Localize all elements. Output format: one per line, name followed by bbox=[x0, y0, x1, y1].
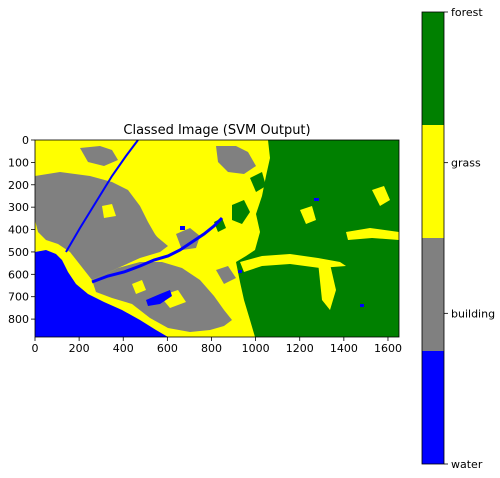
y-tick-label: 600 bbox=[8, 268, 29, 281]
colorbar: forest grass building water bbox=[421, 6, 495, 471]
y-tick-label: 200 bbox=[8, 179, 29, 192]
colorbar-tick-label: building bbox=[451, 307, 495, 320]
map-region-water bbox=[35, 250, 168, 337]
map-region-grass bbox=[318, 262, 336, 310]
colorbar-segment-building bbox=[422, 238, 444, 351]
map-region-building bbox=[80, 146, 118, 166]
map-region-water bbox=[314, 198, 319, 201]
map-region-water bbox=[360, 304, 364, 307]
map-region-building bbox=[176, 228, 200, 250]
plot-frame bbox=[34, 139, 400, 338]
y-tick-label: 400 bbox=[8, 224, 29, 237]
y-tick-label: 100 bbox=[8, 156, 29, 169]
y-tick-label: 500 bbox=[8, 246, 29, 259]
map-region-forest bbox=[232, 200, 250, 224]
map-region-water bbox=[238, 270, 242, 273]
map-region-forest bbox=[236, 140, 399, 337]
map-region-water bbox=[180, 226, 185, 230]
x-tick-label: 600 bbox=[157, 342, 178, 355]
y-tick-label: 0 bbox=[22, 134, 29, 147]
chart-title: Classed Image (SVM Output) bbox=[123, 123, 310, 138]
map-region-building bbox=[56, 198, 76, 214]
classified-map-image bbox=[35, 140, 399, 337]
x-tick-label: 1600 bbox=[374, 342, 402, 355]
colorbar-tick-label: forest bbox=[451, 6, 483, 19]
y-tick-label: 700 bbox=[8, 291, 29, 304]
map-region-forest bbox=[250, 172, 266, 192]
colorbar-segment-forest bbox=[422, 12, 444, 125]
x-tick-label: 0 bbox=[32, 342, 39, 355]
map-region-grass bbox=[300, 206, 316, 224]
map-region-grass bbox=[346, 228, 399, 240]
y-tick-label: 800 bbox=[8, 313, 29, 326]
colorbar-segment-grass bbox=[422, 125, 444, 238]
colorbar-tick-label: water bbox=[451, 458, 483, 471]
x-tick-label: 1400 bbox=[330, 342, 358, 355]
x-tick-label: 400 bbox=[113, 342, 134, 355]
map-region-grass bbox=[102, 204, 116, 218]
x-tick-label: 1000 bbox=[242, 342, 270, 355]
y-axis: 0 100 200 300 400 500 600 700 800 bbox=[8, 134, 35, 326]
x-tick-label: 1200 bbox=[286, 342, 314, 355]
x-axis: 0 200 400 600 800 1000 1200 1400 1600 bbox=[32, 337, 402, 355]
map-region-building bbox=[216, 146, 256, 174]
colorbar-frame bbox=[421, 11, 445, 465]
map-region-building bbox=[216, 266, 236, 284]
x-tick-label: 200 bbox=[69, 342, 90, 355]
colorbar-segment-water bbox=[422, 351, 444, 464]
map-region-water bbox=[65, 140, 139, 253]
map-region-water bbox=[91, 216, 224, 284]
x-tick-label: 800 bbox=[201, 342, 222, 355]
map-region-grass bbox=[372, 186, 390, 206]
y-tick-label: 300 bbox=[8, 201, 29, 214]
map-region-water bbox=[146, 290, 172, 306]
colorbar-tick-label: grass bbox=[451, 157, 481, 170]
map-region-grass bbox=[132, 280, 146, 294]
map-region-building bbox=[140, 228, 158, 244]
